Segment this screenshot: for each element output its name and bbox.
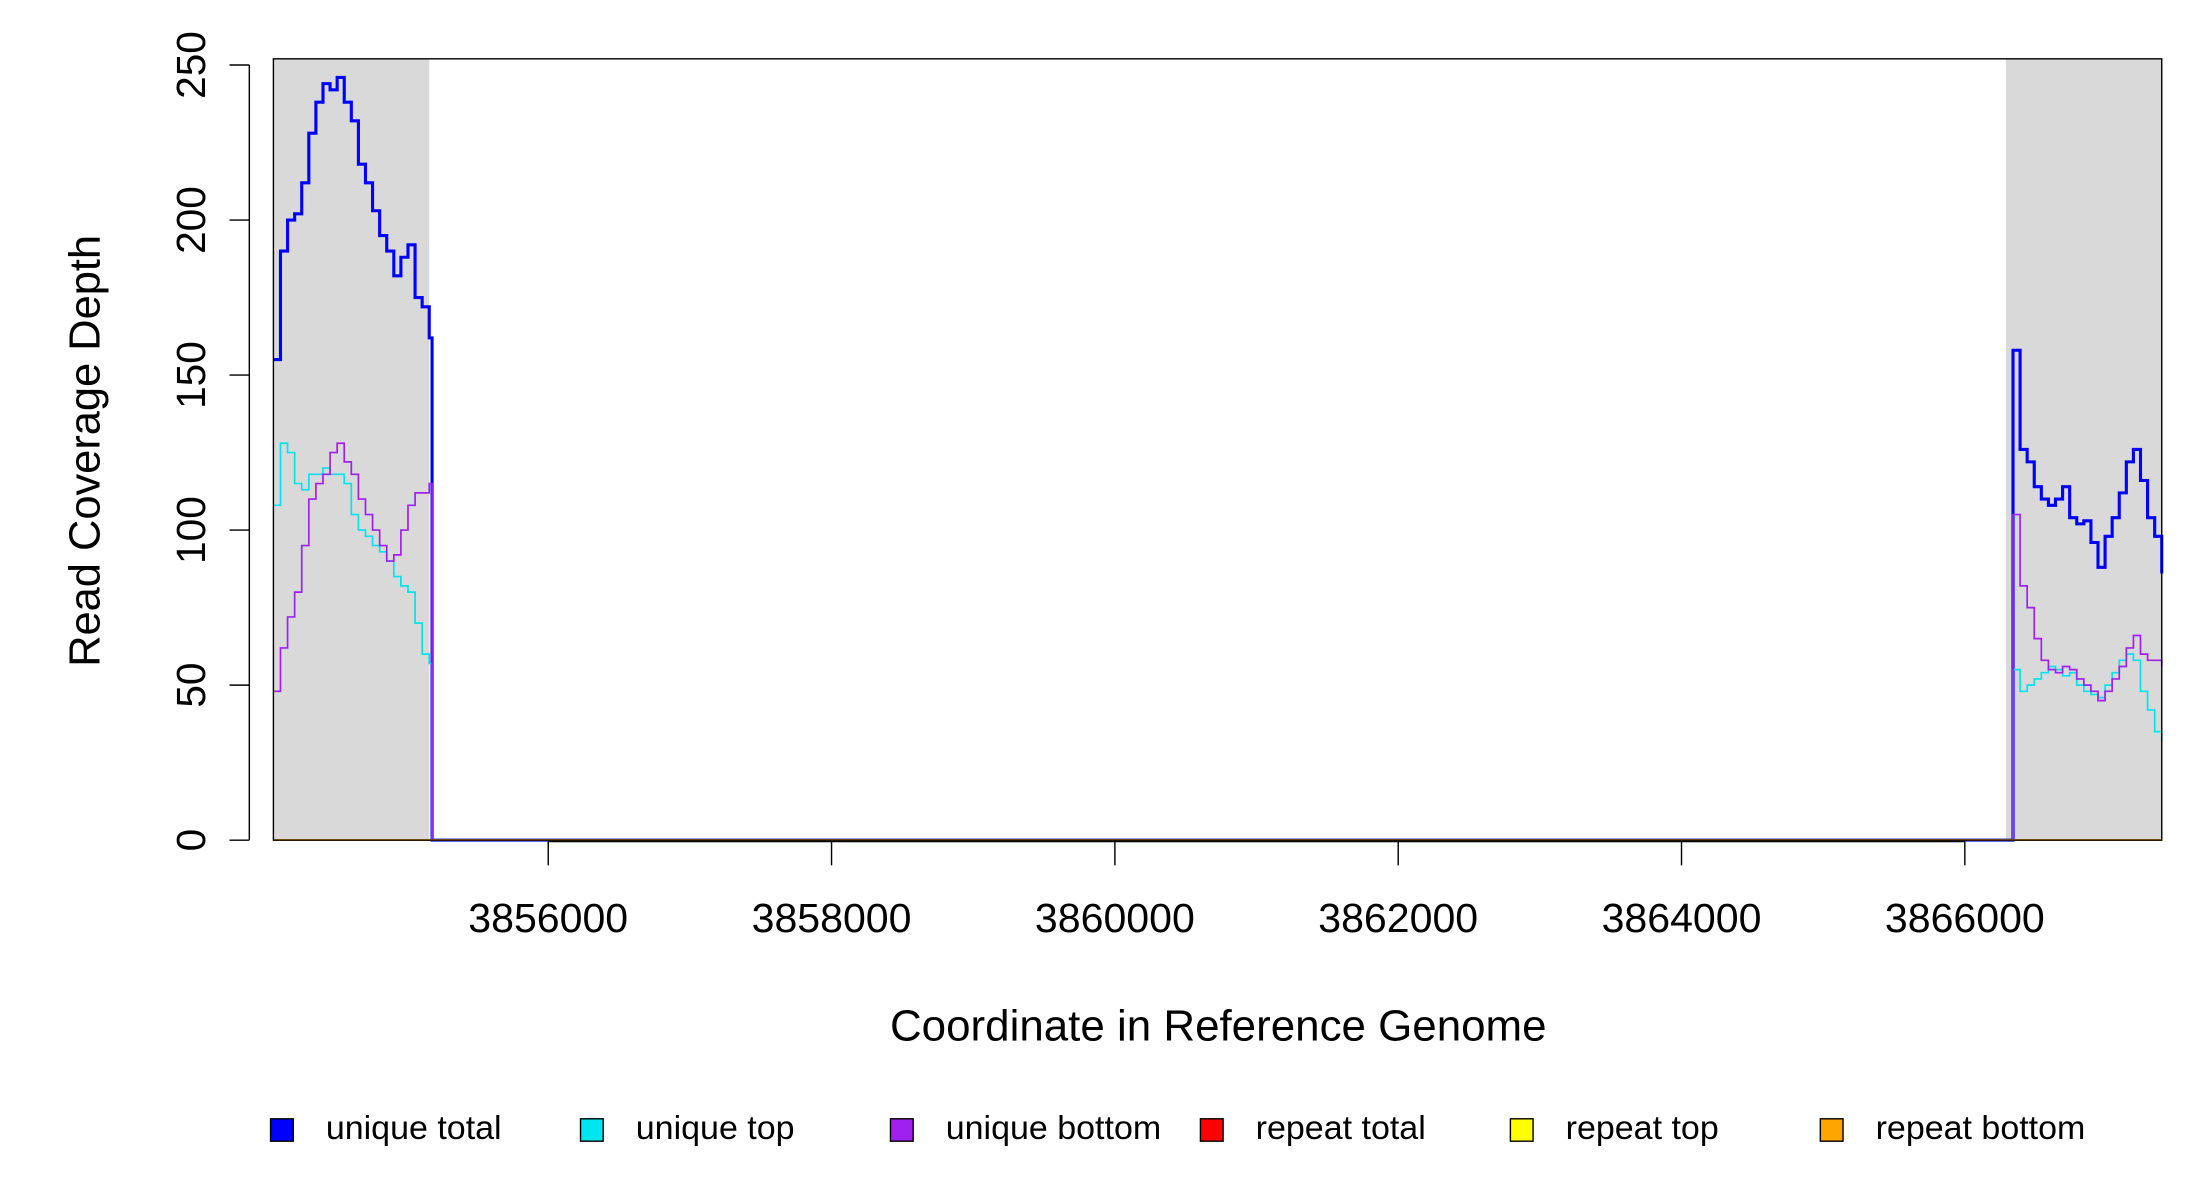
x-tick-label: 3858000 <box>752 895 912 941</box>
series-line <box>273 442 2163 841</box>
legend-label: unique total <box>326 1109 502 1147</box>
series-line <box>273 75 2164 842</box>
legend-swatch <box>889 1118 914 1142</box>
legend-swatch <box>1199 1118 1224 1142</box>
x-tick-label: 3860000 <box>1035 895 1195 941</box>
y-axis-title: Read Coverage Depth <box>60 235 109 667</box>
legend-label: unique top <box>636 1109 795 1147</box>
legend-swatch <box>269 1118 294 1142</box>
series-line <box>273 442 2163 841</box>
y-tick-label: 50 <box>168 663 214 708</box>
y-tick-label: 200 <box>168 186 214 254</box>
legend-label: repeat top <box>1566 1109 1719 1147</box>
legend-label: repeat total <box>1256 1109 1426 1147</box>
shaded-region <box>273 58 430 841</box>
y-tick-label: 150 <box>168 341 214 409</box>
plot-frame <box>272 58 2163 841</box>
y-tick-label: 100 <box>168 496 214 564</box>
y-tick-label: 250 <box>168 31 214 99</box>
legend-swatch <box>1509 1118 1534 1142</box>
x-axis-title: Coordinate in Reference Genome <box>890 1002 1547 1051</box>
x-tick-label: 3862000 <box>1318 895 1478 941</box>
y-tick-label: 0 <box>168 829 214 852</box>
x-tick-label: 3856000 <box>468 895 628 941</box>
x-tick-label: 3866000 <box>1885 895 2045 941</box>
x-tick-label: 3864000 <box>1602 895 1762 941</box>
legend-swatch <box>1819 1118 1844 1142</box>
legend-label: repeat bottom <box>1876 1109 2086 1147</box>
legend-swatch <box>579 1118 604 1142</box>
legend-label: unique bottom <box>946 1109 1161 1147</box>
